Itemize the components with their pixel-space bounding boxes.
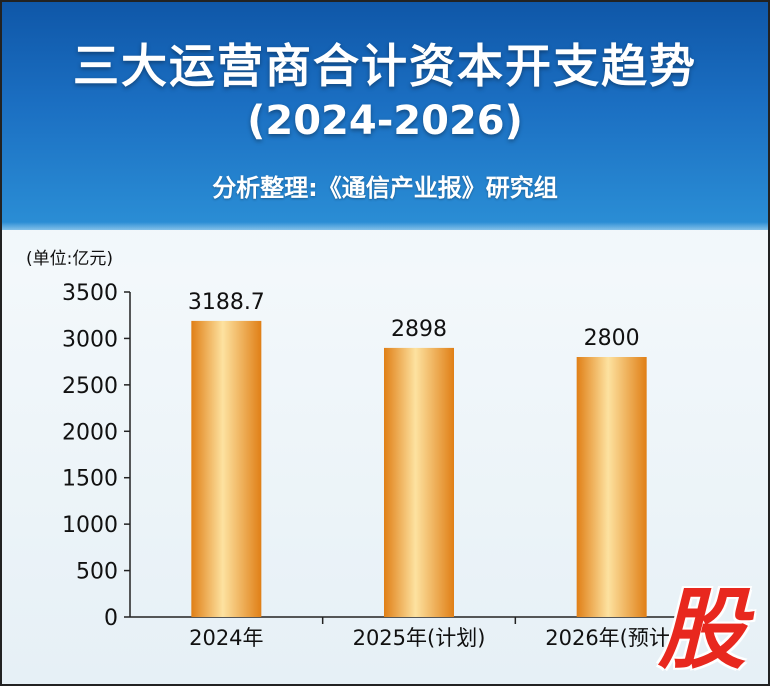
bar-value-label: 2800 bbox=[584, 326, 640, 351]
y-tick-label: 0 bbox=[104, 606, 118, 631]
chart-years: (2024-2026) bbox=[247, 98, 523, 144]
header-banner: 三大运营商合计资本开支趋势 (2024-2026) 分析整理:《通信产业报》研究… bbox=[2, 2, 768, 230]
y-tick-label: 1500 bbox=[62, 467, 118, 492]
chart-title: 三大运营商合计资本开支趋势 bbox=[73, 39, 697, 93]
x-category-label: 2025年(计划) bbox=[353, 626, 486, 650]
bar-value-label: 3188.7 bbox=[188, 290, 265, 315]
x-category-label: 2024年 bbox=[189, 626, 263, 650]
bar-value-label: 2898 bbox=[391, 317, 447, 342]
x-category-label: 2026年(预计) bbox=[545, 626, 678, 650]
y-tick-label: 2500 bbox=[62, 374, 118, 399]
bar-chart: 0 500 1000 1500 2000 2500 3000 3500 3188.7 2024年 2… bbox=[62, 281, 709, 650]
watermark-logo: 股 bbox=[657, 578, 746, 681]
y-tick-label: 2000 bbox=[62, 420, 118, 445]
y-tick-label: 1000 bbox=[62, 513, 118, 538]
y-tick-label: 3500 bbox=[62, 281, 118, 306]
unit-label: (单位:亿元) bbox=[26, 249, 113, 269]
bar bbox=[191, 320, 262, 617]
y-tick-label: 3000 bbox=[62, 327, 118, 352]
bar bbox=[576, 357, 647, 617]
chart-source: 分析整理:《通信产业报》研究组 bbox=[212, 174, 558, 202]
bar bbox=[384, 347, 454, 617]
y-tick-label: 500 bbox=[76, 560, 118, 585]
